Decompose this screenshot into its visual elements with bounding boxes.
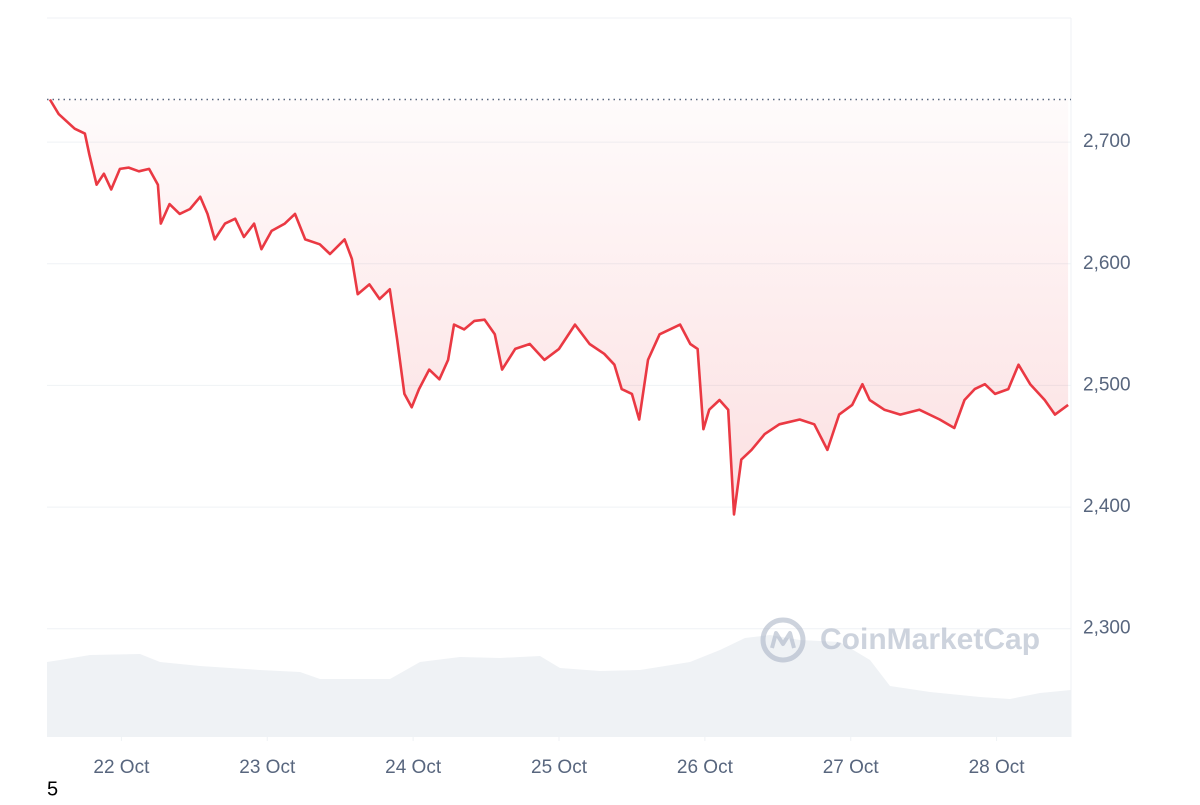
marks	[47, 98, 1071, 516]
watermark-text: CoinMarketCap	[820, 623, 1040, 656]
y-tick-label: 2,400	[1083, 496, 1131, 517]
watermark-logo	[770, 631, 796, 649]
x-tick-label: 22 Oct	[93, 757, 150, 778]
volume-area	[47, 635, 1071, 737]
x-tick-label: 25 Oct	[531, 757, 588, 778]
watermark-logo	[760, 617, 806, 663]
y-tick-label: 2,500	[1083, 374, 1131, 395]
price-area	[49, 99, 1069, 515]
page-note: 5	[47, 778, 58, 800]
y-tick-label: 2,700	[1083, 131, 1131, 152]
x-tick-label: 27 Oct	[823, 757, 880, 778]
watermark: CoinMarketCap	[760, 617, 1040, 663]
x-tick-label: 24 Oct	[385, 757, 442, 778]
y-tick-label: 2,600	[1083, 253, 1131, 274]
x-tick-label: 28 Oct	[969, 757, 1026, 778]
y-tick-label: 2,300	[1083, 618, 1131, 639]
fill-layer	[49, 99, 1069, 515]
x-tick-label: 26 Oct	[677, 757, 734, 778]
price-line	[48, 98, 1069, 516]
x-tick-label: 23 Oct	[239, 757, 296, 778]
